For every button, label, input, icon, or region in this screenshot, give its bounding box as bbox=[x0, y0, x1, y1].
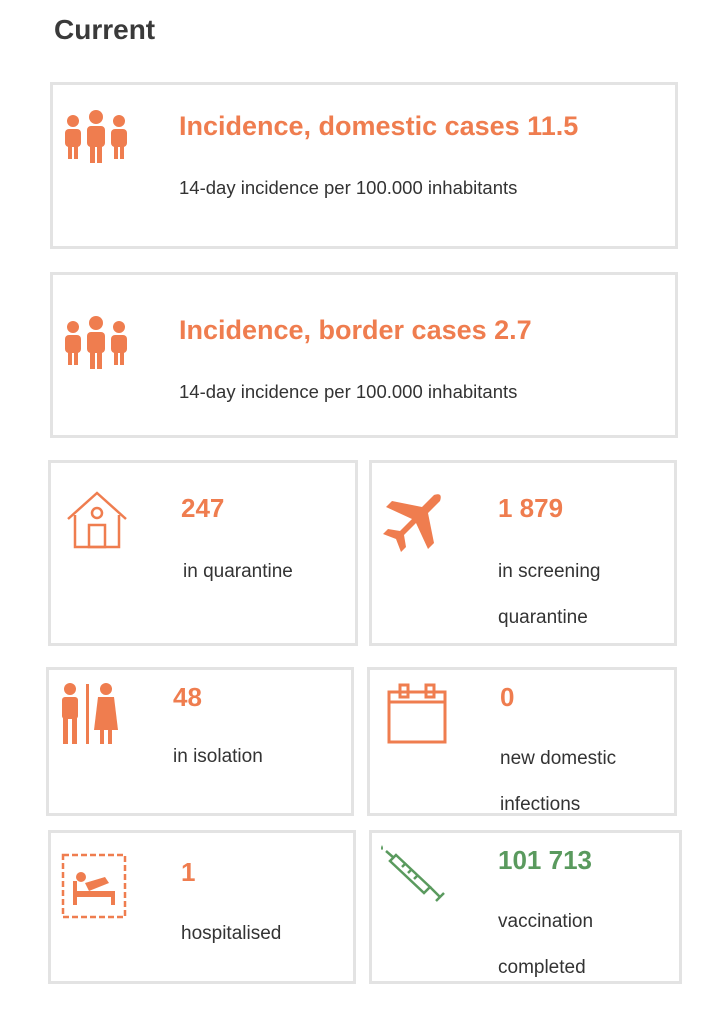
tile-value: 1 879 bbox=[498, 493, 564, 523]
card: Incidence, domestic cases 11.5 14-day in… bbox=[50, 82, 678, 249]
tile-label: vaccination completed bbox=[498, 911, 594, 978]
plane-icon bbox=[383, 494, 441, 552]
tile-value: 1 bbox=[181, 857, 196, 887]
people-icon bbox=[65, 316, 127, 369]
house-icon bbox=[67, 491, 127, 549]
tile-label: in quarantine bbox=[183, 561, 293, 582]
tile-value: 247 bbox=[181, 493, 225, 523]
card-subtitle: 14-day incidence per 100.000 inhabitants bbox=[179, 381, 518, 402]
tile: 48 in isolation bbox=[46, 667, 354, 816]
card-title: Incidence, border cases 2.7 bbox=[179, 315, 532, 345]
tile: 247 in quarantine bbox=[48, 460, 358, 646]
tile: 1 879 in screening quarantine bbox=[369, 460, 677, 646]
card-subtitle: 14-day incidence per 100.000 inhabitants bbox=[179, 177, 518, 198]
tile-value: 48 bbox=[173, 682, 202, 712]
card: Incidence, border cases 2.7 14-day incid… bbox=[50, 272, 678, 438]
calendar-icon bbox=[387, 683, 447, 744]
tile-label: in screening quarantine bbox=[498, 561, 601, 628]
people-icon bbox=[65, 110, 127, 163]
tile: 1 hospitalised bbox=[48, 830, 356, 984]
bed-icon bbox=[61, 853, 127, 919]
tile-value: 101 713 bbox=[498, 845, 592, 875]
tile-value: 0 bbox=[500, 682, 515, 712]
tile-label: new domestic infections bbox=[500, 748, 617, 815]
isolation-icon bbox=[62, 683, 118, 744]
syringe-icon bbox=[381, 845, 445, 902]
tile: 0 new domestic infections bbox=[367, 667, 677, 816]
heading: Current bbox=[54, 14, 156, 45]
tile-label: in isolation bbox=[173, 746, 263, 767]
tile: 101 713 vaccination completed bbox=[369, 830, 682, 984]
tile-label: hospitalised bbox=[181, 923, 282, 944]
card-title: Incidence, domestic cases 11.5 bbox=[179, 111, 579, 141]
